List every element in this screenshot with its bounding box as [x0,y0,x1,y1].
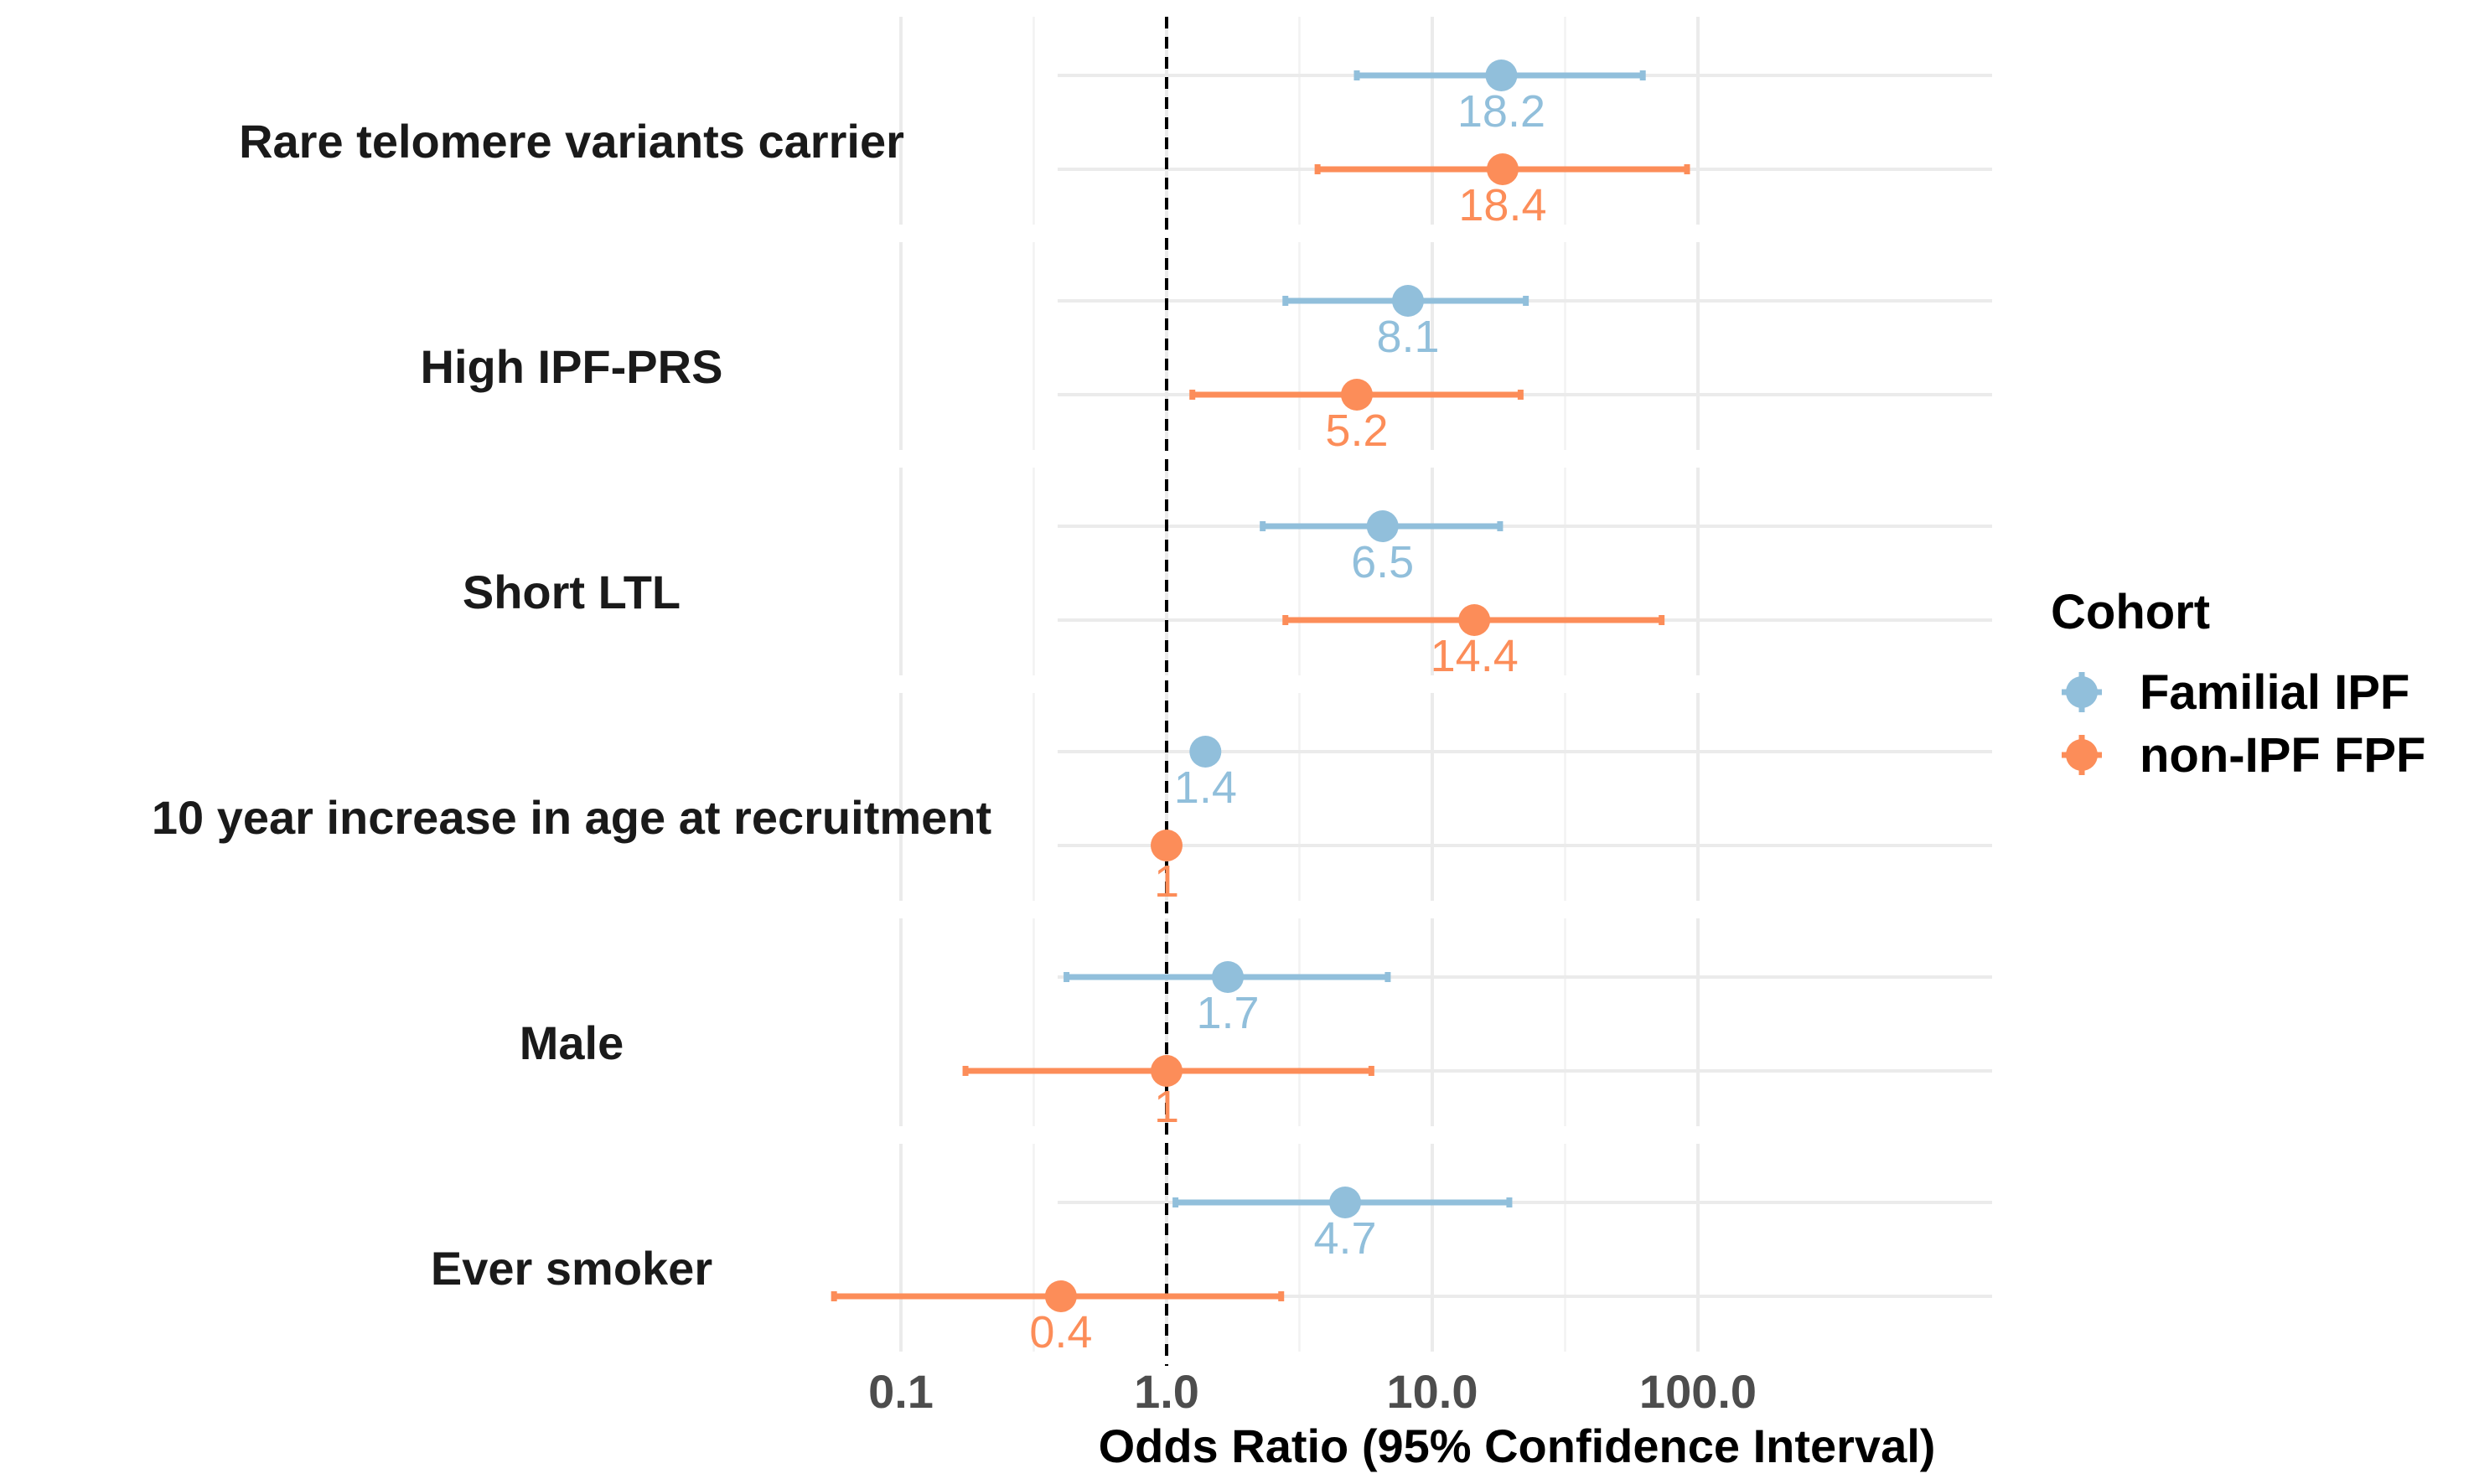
point-estimate [1151,1055,1183,1087]
row-label: Ever smoker [431,1242,712,1295]
x-axis-ticks: 0.1 1.0 10.0 100.0 [868,1365,1757,1418]
value-label: 18.4 [1458,180,1546,230]
value-label: 1.7 [1197,988,1260,1038]
point-estimate [1485,59,1518,91]
point-estimate [1044,1280,1077,1312]
value-label: 1 [1154,856,1179,907]
point-estimate [1366,510,1399,542]
grid-layer [899,17,1992,1352]
value-label: 1 [1154,1082,1179,1132]
value-label: 4.7 [1314,1213,1377,1264]
value-label: 14.4 [1431,631,1519,681]
x-tick-label: 10.0 [1387,1365,1478,1418]
marks-layer: 18.2 18.4 8.1 5.2 6.5 14.4 1.4 1 1.7 1 4.7 0.4 [831,59,1690,1357]
value-label: 6.5 [1351,537,1414,587]
point-estimate [1212,961,1245,993]
point-estimate [1458,604,1491,636]
point-estimate [1151,830,1183,861]
legend-label: non-IPF FPF [2140,728,2426,783]
legend-title: Cohort [2051,585,2210,639]
point-estimate [1329,1187,1362,1218]
x-tick-label: 1.0 [1134,1365,1199,1418]
point-estimate [1486,153,1519,185]
row-label: Rare telomere variants carrier [239,115,904,168]
row-label: High IPF-PRS [421,340,723,393]
legend-entries: Familial IPF non-IPF FPF [2062,665,2426,783]
row-labels: Rare telomere variants carrier High IPF-P… [152,115,991,1295]
value-label: 18.2 [1457,86,1545,137]
x-tick-label: 0.1 [868,1365,934,1418]
x-tick-label: 100.0 [1639,1365,1757,1418]
value-label: 8.1 [1376,312,1439,362]
legend-key-dot [2066,739,2098,771]
point-estimate [1340,379,1373,411]
legend: Cohort Familial IPF non-IPF FPF [2051,585,2426,783]
value-label: 0.4 [1029,1307,1092,1357]
legend-key-dot [2066,676,2098,708]
row-label: Male [520,1016,624,1069]
x-axis-title: Odds Ratio (95% Confidence Interval) [1099,1419,1936,1472]
value-label: 1.4 [1174,763,1237,813]
legend-label: Familial IPF [2140,665,2409,720]
point-estimate [1189,736,1222,768]
row-label: Short LTL [463,566,681,618]
point-estimate [1391,285,1424,317]
row-label: 10 year increase in age at recruitment [152,791,991,844]
value-label: 5.2 [1325,406,1388,456]
